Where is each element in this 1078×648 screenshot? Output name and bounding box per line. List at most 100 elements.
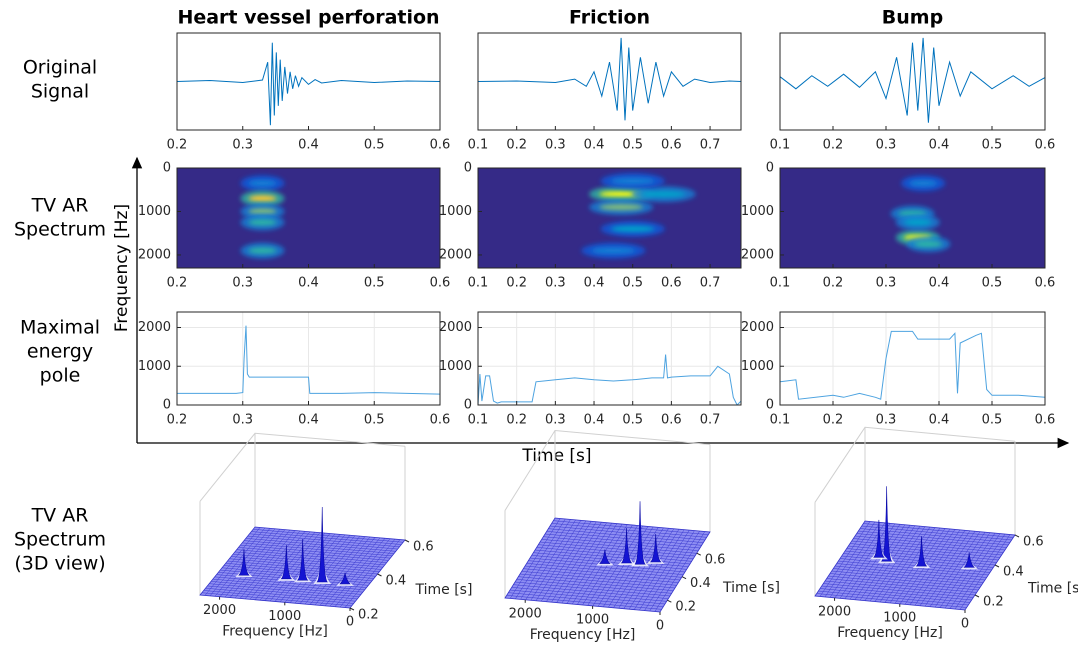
- x-tick-label: 0.3: [876, 413, 897, 428]
- x-tick-label: 0.6: [1035, 413, 1056, 428]
- mesh-line: [509, 518, 561, 599]
- x-tick-label: 0.5: [982, 413, 1003, 428]
- y-tick-label: 0: [766, 398, 774, 413]
- row-label: Spectrum: [14, 529, 106, 551]
- spectrum-spot: [610, 225, 655, 232]
- y-tick-label: 2000: [439, 247, 472, 262]
- y-tick: [681, 576, 687, 580]
- mesh-line: [856, 533, 1007, 548]
- mesh-line: [253, 529, 404, 543]
- y-tick-label: 1000: [138, 204, 171, 219]
- y-tick-label: 0: [464, 161, 472, 176]
- plot-area: [780, 312, 1045, 405]
- plot-content: [780, 37, 1045, 123]
- x-tick-label: 0.6: [1035, 276, 1056, 291]
- x-tick-label: 2000: [203, 603, 236, 618]
- y-tick-label: 1000: [138, 359, 171, 374]
- column-title: Friction: [569, 7, 650, 29]
- x-tick-label: 0.1: [468, 413, 489, 428]
- x-tick-label: 0.2: [506, 138, 527, 153]
- mesh-line: [204, 527, 261, 596]
- x-tick-label: 0.4: [584, 138, 605, 153]
- row-label: TV AR: [31, 195, 89, 217]
- plot-frame: [779, 167, 1046, 269]
- spectrum-spot: [248, 247, 277, 254]
- x-tick-label: 0.2: [167, 138, 188, 153]
- x-tick-label: 0.2: [506, 276, 527, 291]
- row-label: Original: [23, 57, 97, 79]
- row-label: TV AR: [31, 505, 89, 527]
- mesh-line: [819, 521, 871, 597]
- x-tick-label: 0.1: [468, 276, 489, 291]
- y-tick-label: 1000: [439, 204, 472, 219]
- x-tick-label: 0.2: [823, 138, 844, 153]
- x-tick-label: 0.3: [876, 276, 897, 291]
- mesh-line: [859, 528, 1011, 543]
- signal-line: [177, 42, 440, 126]
- x-tick-label: 0.4: [298, 276, 319, 291]
- peak: [280, 545, 293, 580]
- y-tick-label: 2000: [741, 320, 774, 335]
- peak: [620, 527, 633, 564]
- plot-content: [478, 354, 741, 405]
- mesh-line: [858, 530, 1009, 546]
- mesh-line: [549, 525, 706, 541]
- mesh-line: [546, 531, 702, 546]
- row-label: Maximal: [20, 317, 100, 339]
- y-tick-label: 0.2: [358, 608, 379, 623]
- x-tick-label: 0.3: [545, 276, 566, 291]
- y-tick-label: 0: [163, 398, 171, 413]
- x-tick-label: 0.2: [506, 413, 527, 428]
- column-title: Bump: [882, 7, 943, 29]
- spectrum-spot: [248, 180, 277, 187]
- x-tick-label: 0.6: [430, 413, 451, 428]
- x-tick-label: 0.4: [584, 413, 605, 428]
- x-tick-label: 0.2: [167, 276, 188, 291]
- y-tick-label: 0: [163, 161, 171, 176]
- x-tick-label: 0.5: [364, 138, 385, 153]
- x-tick-label: 0.2: [823, 413, 844, 428]
- mesh-line: [219, 528, 276, 597]
- plot-content: [177, 325, 440, 395]
- column-title: Heart vessel perforation: [177, 7, 439, 29]
- mesh-line: [863, 523, 1014, 538]
- x-tick-label: 0.3: [232, 413, 253, 428]
- y-tick: [1014, 534, 1020, 538]
- plot-frame: [477, 167, 742, 269]
- peak: [915, 536, 928, 567]
- y-tick-label: 0: [464, 398, 472, 413]
- x-tick-label: 0.1: [770, 276, 791, 291]
- spectrum-spot: [248, 219, 277, 226]
- mesh-line: [553, 520, 709, 535]
- x-tick-label: 2000: [509, 606, 542, 621]
- row-label: (3D view): [14, 553, 105, 575]
- spectrum-spot: [909, 180, 938, 187]
- y-tick: [377, 573, 382, 577]
- signal-line: [780, 330, 1045, 400]
- x-tick-label: 0.6: [661, 138, 682, 153]
- spectrum-spot: [610, 178, 655, 185]
- plot-content: [177, 168, 440, 268]
- mesh-line: [520, 519, 571, 600]
- mesh-line: [249, 533, 400, 548]
- x-tick-label: 0.5: [622, 276, 643, 291]
- peak: [634, 501, 646, 565]
- x-tick-label: 0.4: [929, 413, 950, 428]
- x-axis-label: Frequency [Hz]: [837, 625, 943, 641]
- y-tick-label: 0: [766, 161, 774, 176]
- plot-content: [478, 168, 741, 268]
- y-tick: [994, 564, 1000, 568]
- x-tick-label: 0: [656, 619, 664, 634]
- x-tick-label: 1000: [883, 610, 916, 625]
- x-tick-label: 0.6: [661, 413, 682, 428]
- x-tick-label: 0.4: [929, 276, 950, 291]
- y-tick-label: 1000: [741, 204, 774, 219]
- x-tick-label: 0.3: [876, 138, 897, 153]
- peak: [316, 506, 328, 583]
- signal-line: [478, 354, 741, 405]
- x-tick-label: 0.5: [622, 138, 643, 153]
- peak: [599, 549, 611, 564]
- spectrum-spot: [599, 191, 644, 198]
- x-tick-label: 0.3: [232, 138, 253, 153]
- x-tick-label: 0.5: [622, 413, 643, 428]
